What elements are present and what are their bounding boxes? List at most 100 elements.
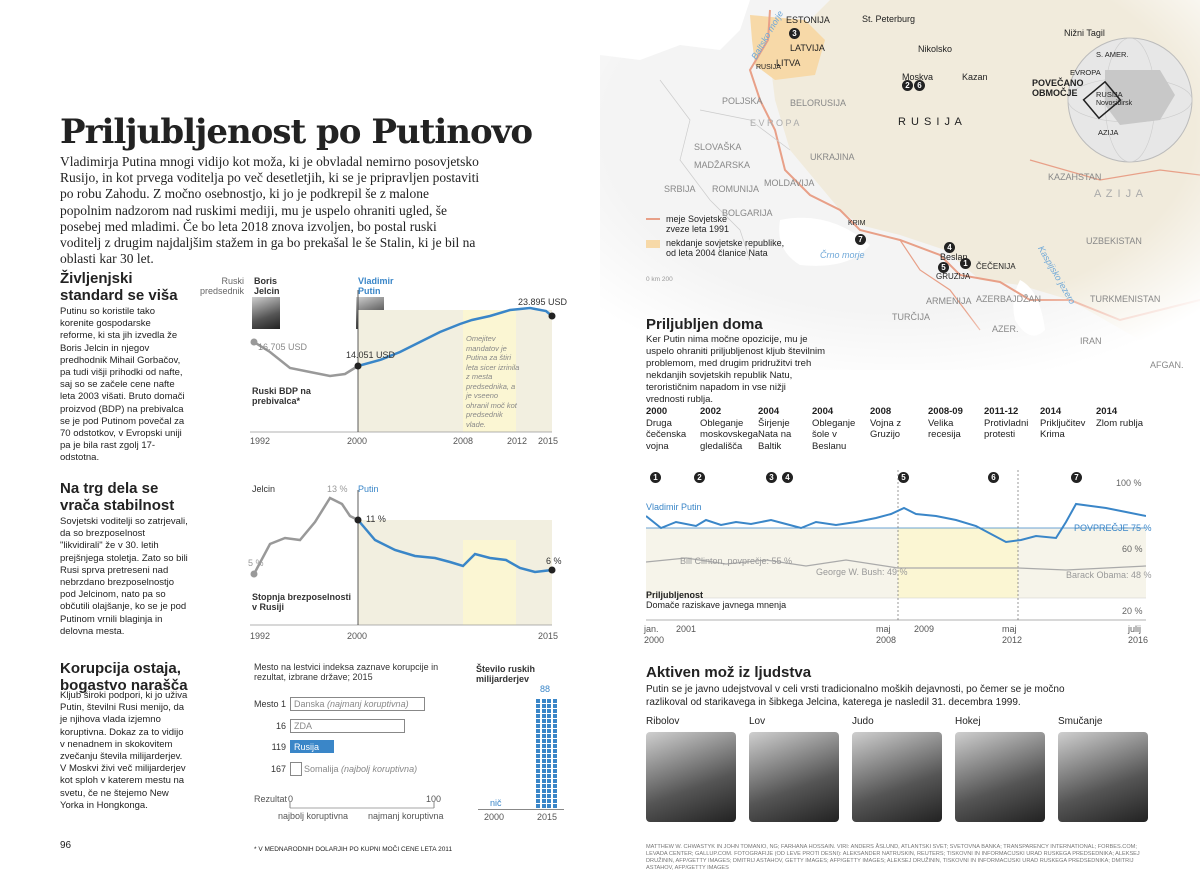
billionaire-square <box>536 719 540 723</box>
approval-tick: 2001 <box>676 624 696 635</box>
billionaire-square <box>547 729 551 733</box>
event-text: Velika recesija <box>928 417 961 441</box>
sport-photo <box>646 732 736 822</box>
label-russia: Rusija <box>294 742 320 752</box>
event-year: 2011-12 <box>984 406 1019 417</box>
marker-6: 6 <box>914 80 925 91</box>
billionaire-square <box>547 779 551 783</box>
sport-photo <box>749 732 839 822</box>
tick-line1: jan. <box>644 624 659 634</box>
map-label-romania: ROMUNIJA <box>712 184 759 194</box>
billionaire-square <box>536 759 540 763</box>
putin-label-2: Putin <box>358 484 379 494</box>
globe-label-na: S. AMER. <box>1096 50 1129 59</box>
billionaires-title: Število ruskih milijarderjev <box>476 664 536 684</box>
billionaire-square <box>547 709 551 713</box>
event-text: Širjenje Nata na Baltik <box>758 417 792 452</box>
billionaire-square <box>552 729 557 733</box>
billionaire-square <box>536 764 540 768</box>
approval-putin-label: Vladimir Putin <box>646 502 702 512</box>
billionaire-square <box>552 799 557 803</box>
section-approval-text: Ker Putin nima močne opozicije, mu je us… <box>646 334 826 405</box>
billionaire-square <box>541 699 546 703</box>
billionaire-square <box>552 804 557 808</box>
billionaire-square <box>552 774 557 778</box>
map-label-asia: A Z I J A <box>1094 188 1144 200</box>
event-text: Druga čečenska vojna <box>646 417 687 452</box>
approval-60: 60 % <box>1122 544 1143 554</box>
billionaire-square <box>541 714 546 718</box>
sport-label: Judo <box>852 716 874 727</box>
billionaire-square <box>547 734 551 738</box>
map-label-nizhny: Nižni Tagil <box>1064 28 1105 38</box>
billionaire-square <box>547 764 551 768</box>
marker-3: 3 <box>789 28 800 39</box>
billionaires-2000-value: nič <box>490 798 502 808</box>
map-label-chechnya: ČEČENIJA <box>976 262 1016 271</box>
billionaire-square <box>536 789 540 793</box>
billionaire-square <box>536 754 540 758</box>
billionaire-square <box>547 739 551 743</box>
billionaire-square <box>552 764 557 768</box>
section-approval-heading: Priljubljen doma <box>646 316 763 333</box>
billionaire-square <box>536 724 540 728</box>
gdp-year-1992: 1992 <box>250 436 271 446</box>
billionaire-square <box>541 724 546 728</box>
event-label: 2004 Obleganje šole v Beslanu <box>812 406 866 452</box>
marker-2: 2 <box>902 80 913 91</box>
event-text: Vojna z Gruzijo <box>870 417 902 441</box>
map-label-blacksea: Črno morje <box>820 250 865 260</box>
billionaire-square <box>547 789 551 793</box>
approval-label: Domače raziskave javnega mnenja <box>646 600 787 610</box>
tick-line2: 2012 <box>1002 635 1023 645</box>
unemp-1992-value: 5 % <box>248 558 264 568</box>
event-text: Protivladni protesti <box>984 417 1029 441</box>
label-somalia: Somalija (najbolj koruptivna) <box>304 764 418 774</box>
map-label-crimea: KRIM <box>848 220 866 227</box>
sport-photo <box>955 732 1045 822</box>
map-label-armenia: ARMENIJA <box>926 296 972 306</box>
event-text: Obleganje moskovskega gledališča <box>700 417 759 452</box>
map-label-bulgaria: BOLGARIJA <box>722 208 773 218</box>
billionaire-square <box>547 799 551 803</box>
billionaire-square <box>536 714 540 718</box>
event-label: 2014 Zlom rublja <box>1096 406 1150 429</box>
billionaire-square <box>552 699 557 703</box>
tick-line2: 2016 <box>1128 635 1149 645</box>
map-label-slovakia: SLOVAŠKA <box>694 142 742 152</box>
clinton-label: Bill Clinton, povprečje: 55 % <box>680 556 793 566</box>
billionaire-square <box>547 769 551 773</box>
section-jobs-text: Sovjetski voditelji so zatrjevali, da so… <box>60 516 188 637</box>
legend-nato-swatch <box>646 240 660 248</box>
billionaire-square <box>536 779 540 783</box>
tick-line2: 2000 <box>644 635 665 645</box>
billionaire-square <box>552 789 557 793</box>
credits: MATTHEW W. CHWASTYK IN JOHN TOMANIO, NG;… <box>646 844 1140 871</box>
bar-somalia <box>290 762 302 776</box>
map-label-turkey: TURČIJA <box>892 312 930 322</box>
unemp-year-1992: 1992 <box>250 631 271 641</box>
billionaire-square <box>547 784 551 788</box>
map-label-kazan: Kazan <box>962 72 988 82</box>
event-text: Zlom rublja <box>1096 417 1143 429</box>
event-year: 2000 <box>646 406 668 417</box>
billionaire-square <box>552 709 557 713</box>
billionaire-square <box>536 709 540 713</box>
event-label: 2002 Obleganje moskovskega gledališča <box>700 406 759 452</box>
map-label-azerbaijan: AZERBAJDŽAN <box>976 294 1042 304</box>
billionaire-square <box>536 749 540 753</box>
event-year: 2008-09 <box>928 406 963 417</box>
event-marker: 4 <box>782 472 793 483</box>
legend-border-text: meje Sovjetske zveze leta 1991 <box>666 214 730 234</box>
tick-line1: maj <box>876 624 891 634</box>
map-label-beslan: Beslan <box>940 252 968 262</box>
event-label: 2008-09 Velika recesija <box>928 406 982 441</box>
billionaire-square <box>541 799 546 803</box>
event-marker: 1 <box>650 472 661 483</box>
least-corrupt-label: najmanj koruptivna <box>368 811 444 821</box>
sport-photo <box>1058 732 1148 822</box>
billionaire-square <box>541 794 546 798</box>
map-label-azer: AZER. <box>992 324 1019 334</box>
sport-photo <box>852 732 942 822</box>
billionaire-square <box>541 709 546 713</box>
